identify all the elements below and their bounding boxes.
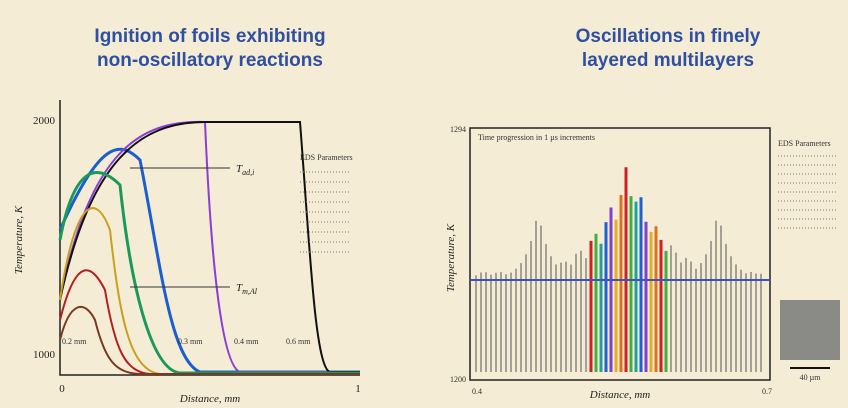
curve bbox=[60, 149, 360, 372]
right-title: layered multilayers bbox=[582, 50, 754, 71]
annotation: Tad,i bbox=[236, 163, 254, 177]
x-label: Distance, mm bbox=[179, 393, 241, 405]
y-tick-label: 2000 bbox=[33, 115, 56, 127]
y-tick-label: 1294 bbox=[450, 125, 466, 134]
micrograph bbox=[780, 300, 840, 360]
left-plot: 2000 1000 0 1 Distance, mm Temperature, … bbox=[13, 100, 361, 405]
legend-title: EDS Parameters bbox=[778, 139, 831, 148]
slide: Ignition of foils exhibiting non-oscilla… bbox=[0, 0, 848, 408]
x-label: Distance, mm bbox=[589, 389, 651, 401]
axis bbox=[60, 100, 360, 375]
x-tick-label: 1 bbox=[355, 383, 361, 395]
annotation-sub: m,Al bbox=[242, 287, 258, 296]
legend-lines bbox=[778, 156, 838, 228]
scale-bar-label: 40 µm bbox=[800, 373, 822, 382]
page: {"slide":{ "left":{"title":["Ignition of… bbox=[0, 0, 848, 408]
curve-label: 0.3 mm bbox=[178, 337, 203, 346]
left-title: Ignition of foils exhibiting bbox=[94, 26, 325, 47]
right-title: Oscillations in finely bbox=[576, 26, 761, 47]
x-tick-label: 0.7 bbox=[762, 387, 772, 396]
curve-label: 0.4 mm bbox=[234, 337, 259, 346]
x-tick-label: 0.4 bbox=[472, 387, 482, 396]
y-tick-label: 1200 bbox=[450, 375, 466, 384]
curve bbox=[60, 270, 360, 374]
right-plot: 1294 1200 0.4 0.7 Distance, mm Temperatu… bbox=[445, 125, 840, 401]
annotation-sub: ad,i bbox=[242, 168, 254, 177]
legend-title: EDS Parameters bbox=[300, 153, 353, 162]
y-tick-label: 1000 bbox=[33, 349, 56, 361]
annotation: Time progression in 1 µs increments bbox=[478, 133, 595, 142]
left-title: non-oscillatory reactions bbox=[97, 50, 323, 71]
annotation: Tm,Al bbox=[236, 282, 258, 296]
spikes bbox=[470, 167, 770, 372]
y-label: Temperature, K bbox=[13, 205, 25, 274]
y-label: Temperature, K bbox=[445, 223, 457, 292]
x-tick-label: 0 bbox=[59, 383, 65, 395]
curve-label: 0.2 mm bbox=[62, 337, 87, 346]
curve-label: 0.6 mm bbox=[286, 337, 311, 346]
